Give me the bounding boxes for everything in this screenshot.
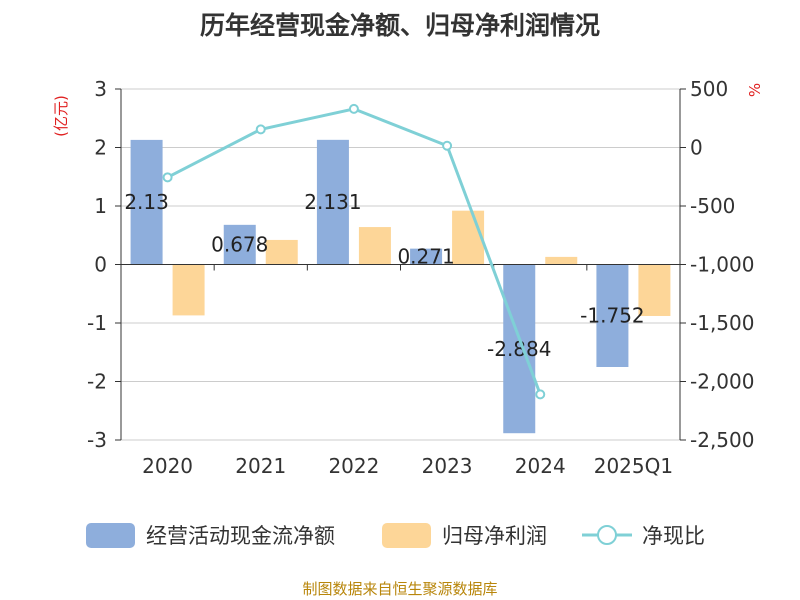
bar-cash-flow [596,264,629,367]
y-left-tick-label: -2 [87,370,107,394]
bar-net-profit [545,256,578,265]
bar-cash-flow [503,264,536,434]
source-note: 制图数据来自恒生聚源数据库 [302,580,498,598]
x-tick-label: 2021 [235,454,286,478]
bar-cash-flow [130,139,163,265]
y-right-tick-label: -2,500 [690,428,754,452]
legend-line-marker [597,525,617,545]
legend-swatch-cash-flow [86,523,135,548]
line-point [348,103,359,114]
chart-title: 历年经营现金净额、归母净利润情况 [199,11,600,40]
y-right-tick-label: 0 [690,136,703,160]
y-right-tick-label: -500 [690,194,735,218]
bar-net-profit [172,264,205,316]
bar-data-label: 2.13 [124,190,169,214]
x-tick-label: 2023 [422,454,473,478]
line-point [442,140,453,151]
y-left-tick-label: -3 [87,428,107,452]
y-left-tick-label: 3 [94,77,107,101]
x-tick-label: 2025Q1 [594,454,673,478]
y-right-tick-label: 500 [690,77,728,101]
legend-label: 归母净利润 [442,524,547,548]
line-point [162,172,173,183]
bar-net-profit [452,210,485,265]
y-left-tick-label: 2 [94,136,107,160]
x-tick-label: 2020 [142,454,193,478]
legend-label: 经营活动现金流净额 [146,524,335,548]
x-tick-label: 2024 [515,454,566,478]
y-left-axis-label: (亿元) [52,95,70,137]
bar-data-label: -1.752 [580,304,644,328]
bar-net-profit [638,264,671,316]
y-right-axis-label: % [746,83,764,97]
bar-cash-flow [316,139,349,265]
bar-net-profit [358,227,391,265]
y-left-tick-label: 0 [94,253,107,277]
y-right-tick-label: -1,500 [690,311,754,335]
legend-label: 净现比 [642,524,705,548]
bar-data-label: 0.678 [211,233,268,257]
y-right-tick-label: -1,000 [690,253,754,277]
y-left-tick-label: -1 [87,311,107,335]
bar-cash-flow [410,248,443,265]
line-point [255,124,266,135]
line-point [535,389,546,400]
bar-net-profit [265,239,298,265]
legend-swatch-net-profit [382,523,431,548]
x-tick-label: 2022 [328,454,379,478]
bar-cash-flow [223,224,256,265]
bar-data-label: 2.131 [304,190,361,214]
y-left-tick-label: 1 [94,194,107,218]
bar-data-label: 0.271 [397,245,454,269]
y-right-tick-label: -2,000 [690,370,754,394]
